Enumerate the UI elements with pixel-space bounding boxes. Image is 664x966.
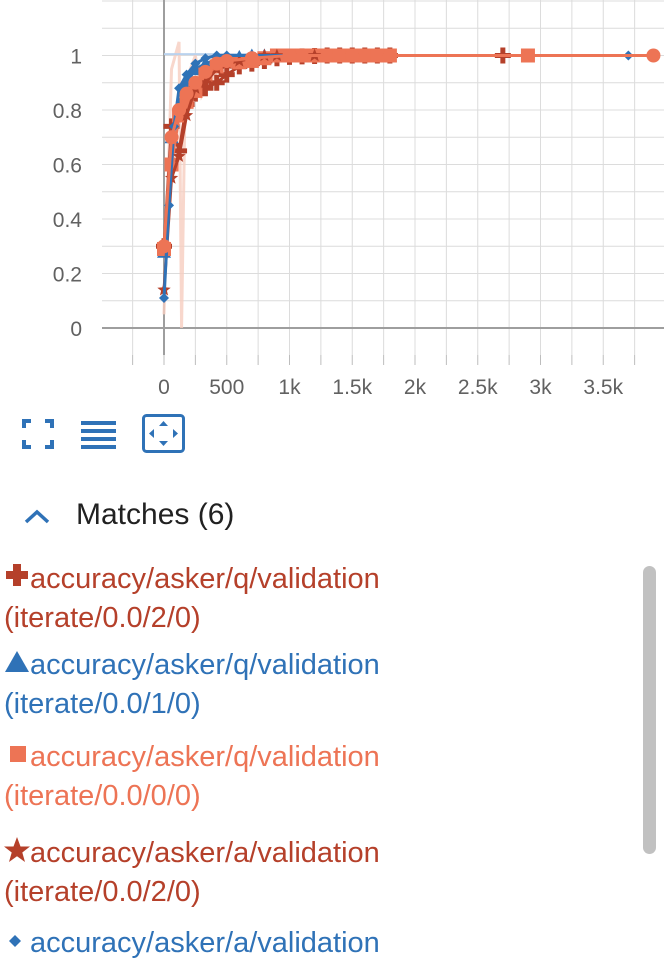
match-item-0[interactable]: accuracy/asker/q/validation (iterate/0.0… (4, 560, 634, 638)
x-tick-label: 2k (404, 376, 427, 399)
collapse-matches-button[interactable] (22, 502, 52, 532)
y-tick-label: 1 (70, 46, 82, 69)
toggle-log-button[interactable] (78, 414, 118, 454)
match-item-label: accuracy/asker/a/validation (30, 927, 380, 959)
data-point-circle (345, 48, 360, 63)
square-icon (4, 740, 30, 770)
y-tick-label: 0.8 (53, 100, 82, 123)
fullscreen-button[interactable] (18, 414, 58, 454)
chevron-up-icon (24, 509, 50, 524)
x-tick-label: 2.5k (458, 376, 498, 399)
plus-icon (4, 562, 30, 592)
data-point-diamond (200, 53, 211, 64)
match-item-2[interactable]: accuracy/asker/q/validation (iterate/0.0… (4, 738, 634, 816)
data-point-star (198, 75, 213, 89)
data-point-diamond (159, 293, 169, 304)
match-item-run: (iterate/0.0/0/0) (4, 780, 201, 812)
data-point-circle (198, 64, 213, 79)
data-point-diamond (190, 58, 201, 69)
data-point-circle (172, 103, 187, 117)
matches-title: Matches (6) (76, 498, 235, 531)
scrollbar-thumb[interactable] (643, 566, 656, 854)
series-line-4 (162, 54, 629, 299)
x-tick-label: 0 (158, 376, 170, 399)
x-tick-label: 1k (278, 376, 301, 399)
chart-toolbar (18, 414, 218, 454)
match-item-run: (iterate/0.0/2/0) (4, 602, 201, 634)
data-point-circle (188, 75, 203, 90)
y-tick-label: 0.6 (53, 155, 82, 178)
fit-domain-icon (142, 414, 185, 453)
data-point-diamond (181, 69, 192, 80)
matches-scrollbar[interactable] (640, 562, 660, 966)
list-icon (81, 421, 116, 449)
matches-list: accuracy/asker/q/validation (iterate/0.0… (0, 560, 636, 966)
match-item-label: accuracy/asker/q/validation (30, 563, 380, 595)
data-point-circle (282, 48, 297, 63)
data-point-circle (646, 48, 661, 63)
data-point-circle (244, 51, 259, 66)
match-item-run: (iterate/0.0/1/0) (4, 688, 201, 720)
data-point-plus (218, 66, 235, 83)
y-tick-label: 0.4 (53, 209, 83, 232)
fit-domain-button[interactable] (142, 414, 185, 454)
triangle-icon (4, 648, 30, 678)
data-point-circle (382, 48, 397, 63)
y-tick-label: 0 (70, 318, 82, 341)
data-point-star (179, 108, 194, 122)
chart-plot: 0 0.2 0.4 0.6 0.8 1 0 500 1k 1.5k 2k 2.5k 3k 3.5k (53, 0, 664, 399)
data-point-plus (208, 74, 225, 91)
match-item-3[interactable]: accuracy/asker/a/validation (iterate/0.0… (4, 834, 634, 912)
match-item-label: accuracy/asker/q/validation (30, 649, 380, 681)
x-tick-label: 1.5k (332, 376, 372, 399)
match-item-4[interactable]: accuracy/asker/a/validation (4, 924, 634, 963)
data-point-circle (179, 86, 194, 101)
accuracy-chart: 0 0.2 0.4 0.6 0.8 1 0 500 1k 1.5k 2k 2.5k 3k 3.5k (0, 0, 664, 400)
match-item-1[interactable]: accuracy/asker/q/validation (iterate/0.0… (4, 646, 634, 724)
x-tick-label: 3k (529, 376, 552, 399)
data-point-circle (157, 239, 171, 254)
matches-header: Matches (6) (20, 496, 420, 540)
data-point-star (172, 149, 186, 162)
data-point-circle (164, 130, 179, 145)
star-icon (4, 836, 30, 866)
x-tick-label: 500 (209, 376, 244, 399)
y-tick-label: 0.2 (53, 264, 82, 287)
series-line-5 (162, 54, 654, 247)
data-point-circle (219, 53, 234, 68)
match-item-label: accuracy/asker/q/validation (30, 741, 380, 773)
fullscreen-icon (22, 419, 54, 449)
match-item-run: (iterate/0.0/2/0) (4, 876, 201, 908)
match-item-label: accuracy/asker/a/validation (30, 837, 380, 869)
diamond-icon (4, 926, 30, 956)
x-tick-label: 3.5k (583, 376, 623, 399)
